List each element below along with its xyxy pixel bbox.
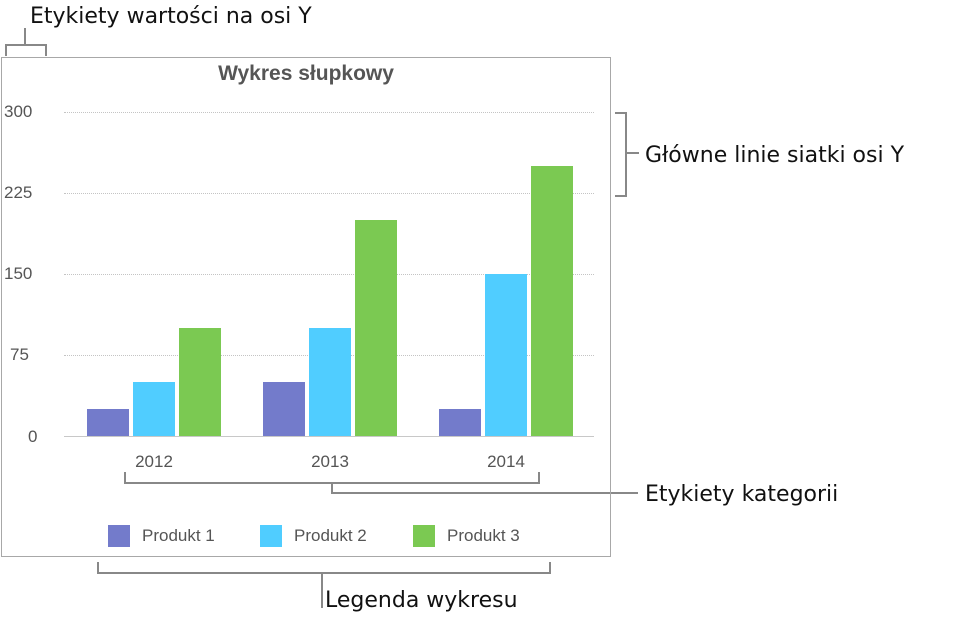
bar-produkt-2-2014	[485, 274, 527, 436]
bar-produkt-2-2012	[133, 382, 175, 436]
callout-y-value-labels: Etykiety wartości na osi Y	[30, 4, 312, 29]
bar-produkt-1-2012	[87, 409, 129, 436]
legend-swatch	[260, 525, 282, 547]
y-tick-label: 150	[4, 264, 33, 283]
gridline-150	[64, 274, 594, 275]
bracket-y-value-labels-stem	[24, 28, 26, 44]
y-tick-label: 300	[4, 102, 33, 121]
legend-item-produkt-1: Produkt 1	[108, 524, 215, 548]
y-tick-label: 75	[10, 345, 29, 364]
bar-produkt-3-2012	[179, 328, 221, 436]
legend-swatch	[413, 525, 435, 547]
legend-swatch	[108, 525, 130, 547]
x-axis-baseline	[64, 436, 594, 437]
bracket-legend-stem	[321, 572, 323, 608]
callout-legend: Legenda wykresu	[325, 588, 518, 613]
bar-produkt-2-2013	[309, 328, 351, 436]
legend-item-produkt-2: Produkt 2	[260, 524, 367, 548]
category-label-2014: 2014	[487, 452, 525, 471]
bracket-y-value-labels	[5, 44, 47, 56]
category-label-2013: 2013	[311, 452, 349, 471]
y-tick-label: 0	[28, 427, 38, 446]
bracket-legend	[97, 562, 551, 574]
bar-produkt-1-2013	[263, 382, 305, 436]
legend-label: Produkt 3	[447, 526, 520, 545]
chart-frame	[1, 57, 611, 557]
legend-label: Produkt 1	[142, 526, 215, 545]
bracket-major-gridlines-stem	[627, 152, 639, 154]
chart-title: Wykres słupkowy	[218, 62, 394, 85]
y-tick-label: 225	[4, 183, 33, 202]
category-label-2012: 2012	[135, 452, 173, 471]
gridline-300	[64, 112, 594, 113]
legend-label: Produkt 2	[294, 526, 367, 545]
callout-major-gridlines: Główne linie siatki osi Y	[645, 143, 905, 168]
callout-category-labels: Etykiety kategorii	[645, 482, 839, 507]
bar-produkt-1-2014	[439, 409, 481, 436]
bar-produkt-3-2014	[531, 166, 573, 436]
legend-item-produkt-3: Produkt 3	[413, 524, 520, 548]
bar-produkt-3-2013	[355, 220, 397, 436]
bracket-category-labels-stem	[331, 482, 638, 494]
gridline-225	[64, 193, 594, 194]
bracket-major-gridlines	[615, 112, 627, 197]
